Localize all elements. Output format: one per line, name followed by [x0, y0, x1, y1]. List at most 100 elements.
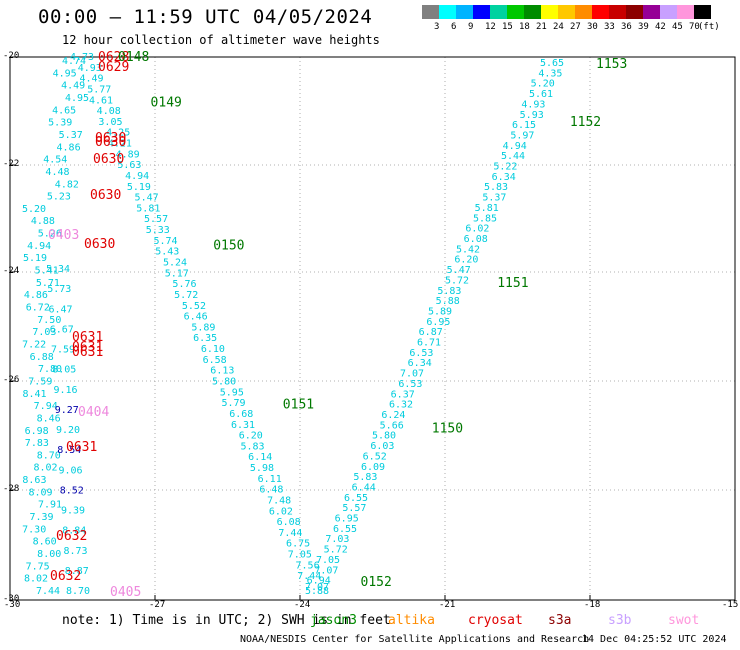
wave-height-value: 4.49 [61, 81, 85, 92]
legend-label: 36 [621, 22, 632, 32]
legend-label: 6 [451, 22, 457, 32]
map-subtitle: 12 hour collection of altimeter wave hei… [62, 33, 380, 47]
wave-height-value: 7.80 [38, 364, 62, 375]
wave-height-value: 9.06 [59, 465, 83, 476]
wave-height-value: 6.11 [258, 474, 282, 485]
wave-height-value: 5.79 [222, 398, 246, 409]
legend-label: 27 [570, 22, 581, 32]
wave-height-value: 5.19 [23, 253, 47, 264]
pass-time-label: 0630 [95, 131, 126, 146]
wave-height-value: 7.03 [32, 327, 56, 338]
wave-height-value: 5.95 [220, 387, 244, 398]
pass-time-label: 0403 [48, 228, 79, 243]
wave-height-value: 5.85 [473, 213, 497, 224]
wave-height-value: 4.93 [78, 63, 102, 74]
wave-height-value: 8.02 [24, 574, 48, 585]
wave-height-value: 5.66 [380, 420, 404, 431]
legend-label: 3 [434, 22, 440, 32]
wave-height-value: 8.63 [22, 475, 46, 486]
latitude-label: -26 [3, 375, 20, 385]
wave-height-value: 7.22 [22, 339, 46, 350]
wave-height-value: 6.03 [370, 441, 394, 452]
wave-height-value: 6.68 [229, 409, 253, 420]
pass-time-label: 0405 [110, 585, 141, 600]
wave-height-value: 7.39 [29, 512, 53, 523]
wave-height-value: 7.30 [22, 524, 46, 535]
wave-height-value: 4.35 [538, 68, 562, 79]
legend-label: 39 [638, 22, 649, 32]
legend-label: 21 [536, 22, 547, 32]
wave-height-value: 5.73 [47, 284, 71, 295]
wave-height-value: 6.67 [50, 324, 74, 335]
wave-height-value: 5.83 [353, 472, 377, 483]
wave-height-value: 7.07 [305, 582, 329, 593]
pass-time-label: 0630 [95, 135, 126, 150]
wave-height-value: 7.44 [297, 571, 321, 582]
wave-height-value: 7.56 [296, 560, 320, 571]
wave-height-value: 8.52 [60, 485, 84, 496]
wave-height-value: 5.89 [191, 322, 215, 333]
wave-height-value: 5.88 [305, 586, 329, 597]
legend-swatch [507, 5, 524, 19]
wave-height-value: 9.39 [61, 506, 85, 517]
wave-height-value: 6.87 [419, 327, 443, 338]
pass-time-label: 0631 [72, 330, 103, 345]
wave-height-value: 6.75 [286, 539, 310, 550]
pass-time-label: 0631 [66, 440, 97, 455]
wave-height-value: 4.21 [108, 139, 132, 150]
satellite-legend-item: jason3 [310, 613, 357, 628]
longitude-label: -30 [4, 600, 21, 610]
pass-time-label: 0630 [93, 152, 124, 167]
wave-height-value: 4.74 [62, 56, 86, 67]
wave-height-value: 5.37 [482, 193, 506, 204]
pass-time-label: 1152 [570, 115, 601, 130]
longitude-label: -18 [584, 600, 601, 610]
wave-height-value: 3.05 [98, 117, 122, 128]
wave-height-value: 8.70 [37, 450, 61, 461]
wave-height-value: 5.71 [36, 278, 60, 289]
wave-height-value: 5.97 [510, 130, 534, 141]
wave-height-value: 5.26 [38, 229, 62, 240]
wave-height-value: 4.89 [116, 149, 140, 160]
wave-height-value: 4.93 [521, 99, 545, 110]
wave-height-value: 4.48 [45, 167, 69, 178]
pass-time-label: 0631 [72, 340, 103, 355]
wave-height-value: 5.19 [127, 182, 151, 193]
wave-height-value: 5.23 [47, 192, 71, 203]
wave-height-value: 8.54 [57, 445, 81, 456]
legend-swatch [626, 5, 643, 19]
wave-height-value: 9.20 [56, 425, 80, 436]
wave-height-value: 5.44 [501, 151, 525, 162]
wave-height-value: 6.44 [352, 482, 376, 493]
wave-height-value: 6.53 [409, 348, 433, 359]
latitude-label: -22 [3, 159, 20, 169]
wave-height-value: 6.13 [210, 366, 234, 377]
longitude-label: -27 [149, 600, 166, 610]
wave-height-value: 7.03 [325, 534, 349, 545]
wave-height-value: 5.93 [520, 110, 544, 121]
wave-height-value: 4.95 [53, 68, 77, 79]
legend-swatch [677, 5, 694, 19]
legend-swatch [643, 5, 660, 19]
wave-height-value: 4.73 [70, 52, 94, 63]
wave-height-value: 8.02 [33, 463, 57, 474]
wave-height-value: 5.34 [46, 264, 70, 275]
latitude-label: -28 [3, 484, 20, 494]
wave-height-value: 8.60 [33, 537, 57, 548]
satellite-legend-item: cryosat [468, 613, 523, 628]
legend-swatch [524, 5, 541, 19]
wave-height-value: 6.08 [277, 517, 301, 528]
pass-time-label: 0632 [50, 569, 81, 584]
wave-height-value: 8.09 [28, 487, 52, 498]
wave-height-value: 8.41 [22, 389, 46, 400]
wave-height-value: 6.52 [363, 451, 387, 462]
wave-height-value: 5.72 [445, 275, 469, 286]
wave-height-value: 5.89 [428, 306, 452, 317]
wave-height-value: 6.72 [26, 303, 50, 314]
pass-time-label: 0632 [56, 529, 87, 544]
satellite-legend-item: swot [668, 613, 700, 628]
wave-height-value: 6.55 [333, 524, 357, 535]
satellite-legend-item: altika [388, 613, 435, 628]
legend-swatch [558, 5, 575, 19]
wave-height-value: 7.07 [314, 565, 338, 576]
